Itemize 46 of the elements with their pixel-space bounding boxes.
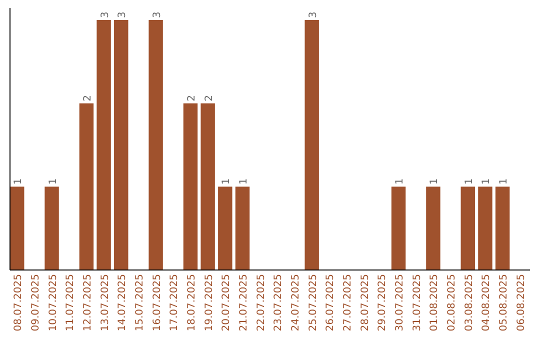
x-tick-label: 16.07.2025 [152,274,163,332]
data-label: 1 [238,178,250,185]
x-tick-label: 21.07.2025 [238,274,250,332]
x-tick-label: 22.07.2025 [256,274,267,332]
x-tick-label: 10.07.2025 [48,274,59,332]
x-tick-label: 20.07.2025 [221,274,232,332]
x-tick-label: 05.08.2025 [498,274,510,332]
x-tick-label: 04.08.2025 [481,274,492,332]
data-label: 1 [221,178,232,185]
data-label: 1 [429,178,440,185]
data-label: 1 [394,178,406,185]
data-label: 3 [308,12,319,18]
x-tick-label: 12.07.2025 [82,274,94,332]
data-label: 3 [117,12,128,18]
x-tick-label: 27.07.2025 [342,274,354,332]
data-label: 1 [48,178,59,185]
x-tick-label: 01.08.2025 [429,274,440,332]
x-tick-label: 15.07.2025 [134,274,146,332]
x-tick-label: 29.07.2025 [377,274,388,332]
x-tick-label: 03.08.2025 [464,274,475,332]
data-label: 1 [481,178,492,185]
x-tick-label: 14.07.2025 [117,274,128,332]
x-tick-label: 02.08.2025 [446,274,458,332]
data-label: 2 [186,94,198,102]
x-tick-label: 23.07.2025 [273,274,284,332]
x-tick-label: 06.08.2025 [516,274,527,332]
data-label: 2 [82,94,94,102]
x-tick-label: 31.07.2025 [412,274,423,332]
x-tick-label: 09.07.2025 [30,274,42,332]
data-label: 1 [498,178,510,185]
x-tick-label: 19.07.2025 [204,274,215,332]
data-label: 2 [204,94,215,102]
x-tick-label: 17.07.2025 [169,274,180,332]
x-tick-label: 28.07.2025 [360,274,371,332]
x-tick-label: 18.07.2025 [186,274,198,332]
x-tick-label: 25.07.2025 [308,274,319,332]
data-label: 3 [100,12,111,18]
data-label: 1 [464,178,475,185]
x-tick-label: 11.07.2025 [65,274,76,332]
x-tick-label: 30.07.2025 [394,274,406,332]
data-label: 1 [13,178,24,185]
data-label: 3 [152,12,163,18]
x-tick-label: 24.07.2025 [290,274,302,332]
x-tick-label: 08.07.2025 [13,274,24,332]
x-tick-label: 26.07.2025 [325,274,336,332]
x-tick-label: 13.07.2025 [100,274,111,332]
